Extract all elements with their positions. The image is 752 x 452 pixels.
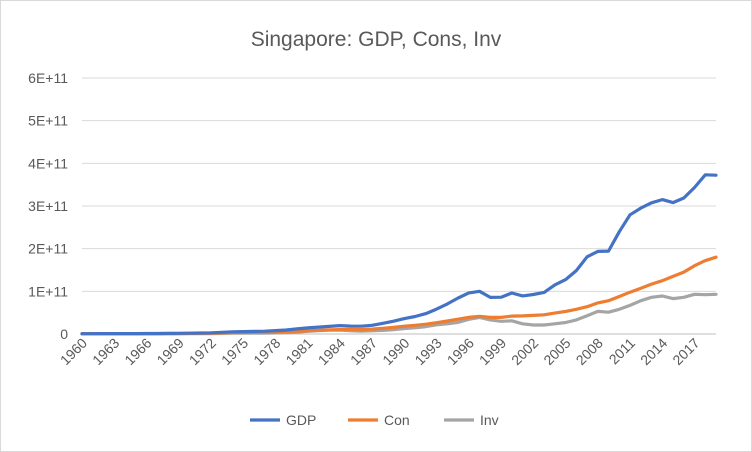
- y-tick-label: 2E+11: [28, 241, 68, 257]
- y-axis-tick-labels: 0 1E+11 2E+11 3E+11 4E+11 5E+11 6E+11: [28, 70, 68, 342]
- y-tick-label: 0: [60, 326, 68, 342]
- x-tick-label: 1993: [411, 335, 444, 368]
- x-tick-label: 1972: [186, 335, 219, 368]
- x-tick-label: 1975: [218, 335, 251, 368]
- x-tick-label: 1981: [282, 335, 315, 368]
- x-tick-label: 2014: [637, 335, 670, 368]
- x-tick-label: 2005: [540, 335, 573, 368]
- x-tick-label: 1963: [89, 335, 122, 368]
- legend-label-con: Con: [384, 412, 410, 428]
- y-tick-label: 5E+11: [28, 113, 68, 129]
- x-tick-label: 1969: [153, 335, 186, 368]
- x-tick-label: 2017: [669, 335, 702, 368]
- x-tick-label: 1990: [379, 335, 412, 368]
- x-tick-label: 2011: [606, 335, 639, 368]
- legend-label-inv: Inv: [480, 412, 499, 428]
- x-axis-tick-labels: 1960196319661969197219751978198119841987…: [57, 335, 703, 368]
- x-tick-label: 2002: [508, 335, 541, 368]
- legend: GDP Con Inv: [250, 412, 499, 428]
- x-tick-label: 1999: [476, 335, 509, 368]
- y-tick-label: 3E+11: [28, 198, 68, 214]
- x-tick-label: 1996: [444, 335, 477, 368]
- x-tick-label: 2008: [573, 335, 606, 368]
- series-lines: [80, 173, 718, 336]
- x-tick-label: 1984: [315, 335, 348, 368]
- series-line-con: [80, 255, 718, 336]
- x-tick-label: 1966: [121, 335, 154, 368]
- y-tick-label: 4E+11: [28, 155, 68, 171]
- y-tick-label: 6E+11: [28, 70, 68, 86]
- series-line-gdp: [80, 173, 718, 336]
- x-tick-label: 1987: [347, 335, 380, 368]
- x-tick-label: 1978: [250, 335, 283, 368]
- legend-label-gdp: GDP: [286, 412, 316, 428]
- chart-title: Singapore: GDP, Cons, Inv: [251, 28, 502, 51]
- y-tick-label: 1E+11: [28, 283, 68, 299]
